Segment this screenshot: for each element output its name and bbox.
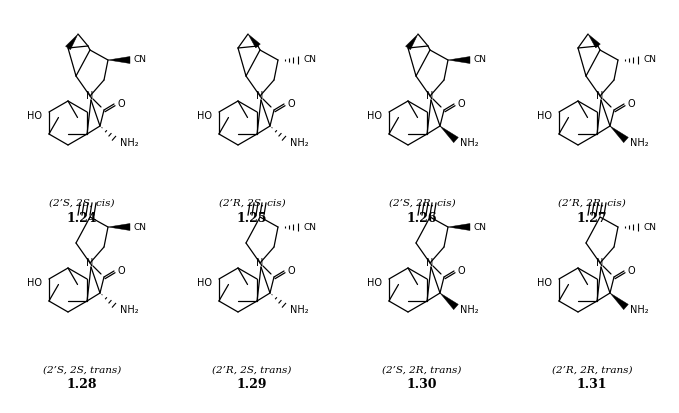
Text: HO: HO [198, 278, 213, 288]
Text: (2’R, 2S, trans): (2’R, 2S, trans) [213, 366, 292, 375]
Polygon shape [66, 34, 78, 50]
Text: 1.28: 1.28 [67, 378, 97, 392]
Polygon shape [610, 126, 628, 142]
Text: (2’S, 2R, trans): (2’S, 2R, trans) [382, 366, 462, 375]
Polygon shape [448, 223, 470, 230]
Text: CN: CN [473, 55, 486, 64]
Text: CN: CN [303, 55, 316, 64]
Text: N: N [86, 91, 94, 101]
Polygon shape [108, 57, 130, 64]
Text: N: N [596, 258, 604, 268]
Text: N: N [256, 258, 263, 268]
Text: NH₂: NH₂ [290, 305, 309, 315]
Text: O: O [457, 99, 465, 109]
Text: CN: CN [133, 223, 146, 232]
Text: 1.25: 1.25 [237, 211, 268, 225]
Text: (2’S, 2S, cis): (2’S, 2S, cis) [50, 199, 115, 207]
Text: (2’S, 2S, trans): (2’S, 2S, trans) [43, 366, 121, 375]
Polygon shape [588, 34, 600, 48]
Polygon shape [448, 57, 470, 64]
Text: HO: HO [367, 111, 382, 121]
Text: CN: CN [643, 223, 656, 232]
Text: HO: HO [367, 278, 382, 288]
Text: CN: CN [133, 55, 146, 64]
Polygon shape [610, 293, 628, 310]
Text: NH₂: NH₂ [120, 305, 139, 315]
Text: HO: HO [538, 278, 553, 288]
Text: N: N [596, 91, 604, 101]
Text: CN: CN [303, 223, 316, 232]
Text: O: O [627, 266, 635, 276]
Text: HO: HO [198, 111, 213, 121]
Polygon shape [440, 126, 458, 142]
Text: NH₂: NH₂ [460, 138, 479, 148]
Text: NH₂: NH₂ [290, 138, 309, 148]
Text: NH₂: NH₂ [630, 138, 648, 148]
Text: O: O [287, 99, 295, 109]
Text: O: O [457, 266, 465, 276]
Text: O: O [287, 266, 295, 276]
Text: NH₂: NH₂ [120, 138, 139, 148]
Text: (2’R, 2S, cis): (2’R, 2S, cis) [219, 199, 285, 207]
Text: O: O [117, 99, 125, 109]
Text: (2’S, 2R, cis): (2’S, 2R, cis) [388, 199, 456, 207]
Polygon shape [405, 34, 418, 50]
Text: NH₂: NH₂ [630, 305, 648, 315]
Text: (2’R, 2R, cis): (2’R, 2R, cis) [558, 199, 626, 207]
Text: HO: HO [538, 111, 553, 121]
Text: 1.24: 1.24 [67, 211, 97, 225]
Text: N: N [426, 258, 434, 268]
Polygon shape [108, 223, 130, 230]
Text: 1.31: 1.31 [576, 378, 607, 392]
Text: O: O [627, 99, 635, 109]
Polygon shape [248, 34, 260, 48]
Text: 1.26: 1.26 [407, 211, 437, 225]
Text: HO: HO [27, 111, 43, 121]
Text: CN: CN [473, 223, 486, 232]
Text: N: N [86, 258, 94, 268]
Text: 1.29: 1.29 [237, 378, 268, 392]
Text: N: N [256, 91, 263, 101]
Polygon shape [440, 293, 458, 310]
Text: NH₂: NH₂ [460, 305, 479, 315]
Text: 1.27: 1.27 [576, 211, 607, 225]
Text: N: N [426, 91, 434, 101]
Text: (2’R, 2R, trans): (2’R, 2R, trans) [552, 366, 632, 375]
Text: HO: HO [27, 278, 43, 288]
Text: CN: CN [643, 55, 656, 64]
Text: 1.30: 1.30 [407, 378, 437, 392]
Text: O: O [117, 266, 125, 276]
